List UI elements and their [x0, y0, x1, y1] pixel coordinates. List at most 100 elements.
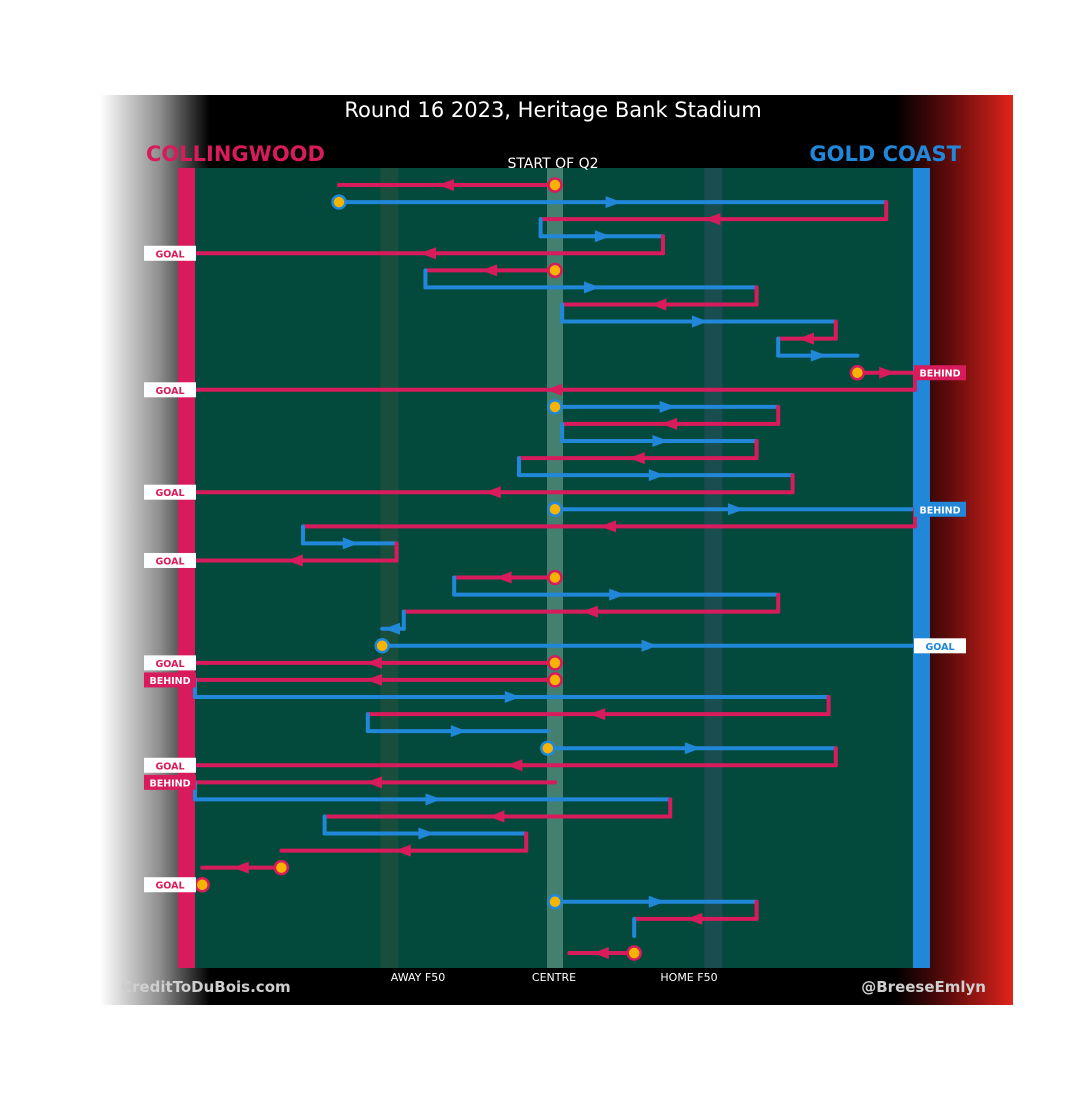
centre-band [547, 168, 563, 968]
away-f50-band [380, 168, 399, 968]
credit-left: CreditToDuBois.com [121, 978, 291, 996]
chain-arrow [425, 793, 442, 806]
collingwood-goal-line [178, 168, 195, 968]
chain-arrow [418, 827, 435, 840]
chain-arrow [879, 366, 896, 379]
result-label: GOAL [155, 556, 184, 567]
result-badge [144, 382, 196, 398]
chain-arrow [488, 810, 505, 823]
result-label: GOAL [155, 881, 184, 892]
result-label: GOAL [925, 642, 954, 653]
chain-arrow [659, 400, 676, 413]
stoppage-marker [626, 945, 642, 961]
stoppage-marker [547, 569, 563, 586]
chart-svg: Round 16 2023, Heritage Bank Stadium COL… [100, 95, 1013, 1005]
result-label: BEHIND [919, 505, 960, 516]
chain-arrow [798, 332, 814, 345]
result-label: BEHIND [919, 369, 960, 380]
chain-arrow [481, 264, 498, 277]
chain-arrow [495, 571, 512, 584]
chain-arrow [506, 759, 523, 772]
chain-arrow [692, 315, 708, 328]
chain-arrow [366, 776, 382, 789]
chain-arrow [641, 639, 658, 652]
chain-chart: Round 16 2023, Heritage Bank Stadium COL… [100, 95, 1013, 1005]
chain-arrow [546, 383, 562, 396]
zone-bands [380, 168, 723, 968]
chain-arrow [504, 691, 521, 703]
result-label: GOAL [155, 249, 184, 260]
result-badge [144, 484, 196, 500]
centre-label: CENTRE [532, 971, 576, 984]
stoppage-marker [540, 740, 556, 756]
stoppage-marker [194, 876, 210, 893]
stoppage-marker [331, 194, 347, 210]
stoppage-marker [547, 177, 563, 193]
chain-arrow [609, 588, 626, 601]
chain-arrow [450, 725, 467, 738]
stoppage-marker [547, 672, 563, 688]
stoppage-marker [273, 859, 290, 876]
chain-arrow [584, 281, 600, 294]
chain-arrow [286, 554, 303, 567]
chain-arrow [366, 673, 382, 686]
collingwood-label: COLLINGWOOD [146, 142, 325, 166]
credit-right: @BreeseEmlyn [861, 978, 986, 996]
result-badge [144, 774, 196, 790]
quarter-label: START OF Q2 [507, 156, 598, 172]
stoppage-marker [547, 655, 563, 671]
result-badge [144, 552, 196, 568]
chain-arrow [594, 230, 611, 243]
chain-arrow [686, 912, 703, 925]
chain-arrow [661, 417, 678, 430]
result-badges: GOAL BEHIND GOAL GOAL BEHIND GOAL GOAL GOAL BEHI… [144, 245, 966, 893]
chain-arrow [648, 469, 665, 482]
home-f50-band [704, 168, 723, 968]
result-label: BEHIND [149, 676, 190, 687]
result-badge [914, 501, 966, 517]
chain-arrow [810, 349, 827, 362]
chain-arrow [628, 452, 645, 465]
chains [193, 179, 917, 959]
result-badge [144, 245, 196, 261]
markers [194, 177, 866, 961]
chain-arrow [728, 503, 744, 516]
result-badge [144, 672, 196, 688]
chain-arrow [384, 622, 400, 635]
chart-title: Round 16 2023, Heritage Bank Stadium [344, 98, 761, 122]
chain-arrow [420, 247, 436, 260]
result-badge [914, 638, 966, 654]
stoppage-marker [547, 262, 563, 279]
chain-arrow [652, 435, 669, 447]
result-label: GOAL [155, 488, 184, 499]
chain-arrow [684, 742, 701, 755]
away-f50-label: AWAY F50 [391, 971, 445, 984]
chain-arrow [438, 179, 454, 191]
chain-arrow [605, 196, 622, 209]
chain-arrow [704, 213, 721, 226]
chain-arrow [648, 895, 665, 908]
result-badge [144, 877, 196, 893]
chain-arrow [484, 486, 501, 499]
result-badge [144, 655, 196, 671]
chain-arrow [394, 844, 411, 857]
result-badge [914, 365, 966, 381]
chain-arrow [592, 947, 609, 959]
chain-arrow [366, 656, 382, 669]
chain-arrow [650, 298, 667, 311]
home-f50-label: HOME F50 [660, 971, 717, 984]
stoppage-marker [374, 638, 390, 654]
result-label: GOAL [155, 659, 184, 670]
stoppage-marker [547, 399, 563, 415]
chain-arrow [582, 605, 598, 618]
gold-coast-goal-line [913, 168, 930, 968]
result-label: GOAL [155, 761, 184, 772]
result-label: GOAL [155, 386, 184, 397]
stoppage-marker [547, 894, 563, 910]
chain-arrow [232, 861, 249, 874]
result-label: BEHIND [149, 778, 190, 789]
stoppage-marker [547, 501, 563, 518]
stoppage-marker [849, 364, 866, 381]
chain-arrow [342, 537, 359, 550]
chain-arrow [589, 708, 606, 721]
